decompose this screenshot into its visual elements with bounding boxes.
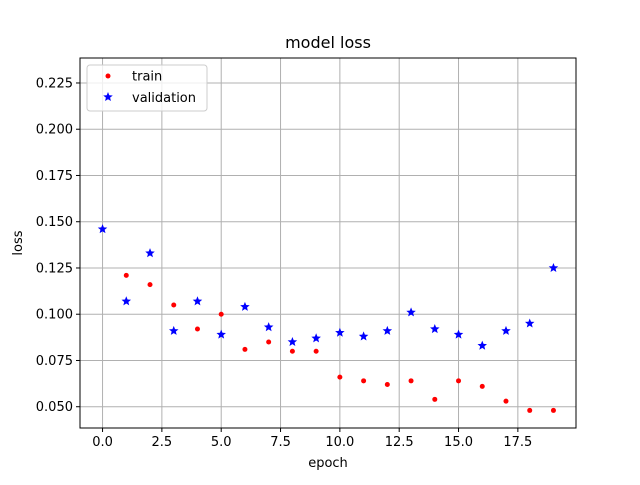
x-tick-label: 0.0	[92, 435, 113, 450]
train-point	[194, 326, 200, 332]
train-point	[550, 407, 556, 413]
plot-frame	[79, 57, 577, 429]
legend-validation-label: validation	[132, 91, 196, 106]
train-point	[147, 282, 153, 288]
validation-point	[121, 296, 132, 306]
validation-point	[335, 327, 345, 337]
validation-point	[216, 329, 226, 339]
x-tick-label: 15.0	[444, 435, 473, 450]
y-tick-label: 0.200	[36, 123, 73, 138]
y-tick-label: 0.225	[36, 76, 73, 91]
plot-area	[80, 58, 576, 428]
train-point	[337, 374, 343, 380]
validation-point	[548, 262, 559, 273]
y-tick-label: 0.075	[36, 354, 73, 369]
validation-point	[311, 333, 321, 343]
legend-train-marker	[105, 73, 111, 79]
train-point	[503, 398, 509, 404]
legend: train validation	[86, 64, 208, 112]
validation-point	[524, 318, 535, 328]
train-point	[266, 339, 272, 345]
y-axis-label: loss	[11, 230, 26, 255]
legend-train-label: train	[132, 70, 162, 85]
train-point	[123, 272, 129, 278]
validation-point	[358, 331, 369, 341]
validation-point	[501, 325, 511, 335]
train-point	[408, 378, 414, 384]
train-point	[171, 302, 177, 308]
validation-point	[263, 322, 274, 332]
x-tick-label: 12.5	[385, 435, 414, 450]
x-tick-label: 5.0	[211, 435, 232, 450]
validation-point	[382, 325, 393, 335]
x-tick-label: 17.5	[503, 435, 532, 450]
train-point	[432, 396, 438, 402]
legend-box	[86, 64, 208, 112]
train-point	[456, 378, 462, 384]
y-tick-label: 0.150	[36, 215, 73, 230]
y-tick-label: 0.050	[36, 400, 73, 415]
train-series	[123, 272, 556, 413]
train-point	[218, 311, 224, 317]
x-tick-label: 7.5	[270, 435, 291, 450]
legend-validation-marker	[103, 92, 113, 102]
train-point	[313, 348, 319, 354]
grid	[80, 58, 576, 428]
validation-point	[287, 336, 298, 347]
validation-point	[192, 296, 203, 306]
train-point	[289, 348, 295, 354]
train-point	[527, 407, 533, 413]
data-points	[97, 224, 559, 413]
validation-point	[406, 307, 416, 317]
validation-point	[430, 324, 440, 334]
x-tick-label: 2.5	[152, 435, 173, 450]
validation-point	[240, 301, 250, 311]
y-tick-label: 0.100	[36, 308, 73, 323]
y-tick-label: 0.175	[36, 169, 73, 184]
y-tick-label: 0.125	[36, 261, 73, 276]
validation-point	[453, 329, 464, 339]
train-point	[384, 382, 390, 388]
validation-point	[97, 224, 108, 234]
x-axis-label: epoch	[308, 456, 348, 471]
axis-ticks: 0.0 2.5 5.0 7.5 10.0 12.5 15.0 17.5 0.050 0.075 0.…	[36, 76, 533, 450]
train-point	[242, 346, 248, 352]
chart-title: model loss	[285, 33, 371, 52]
validation-point	[145, 248, 155, 258]
train-point	[361, 378, 367, 384]
validation-point	[168, 325, 179, 335]
x-tick-label: 10.0	[325, 435, 354, 450]
train-point	[479, 383, 485, 389]
validation-point	[477, 340, 488, 350]
validation-series	[97, 224, 559, 350]
